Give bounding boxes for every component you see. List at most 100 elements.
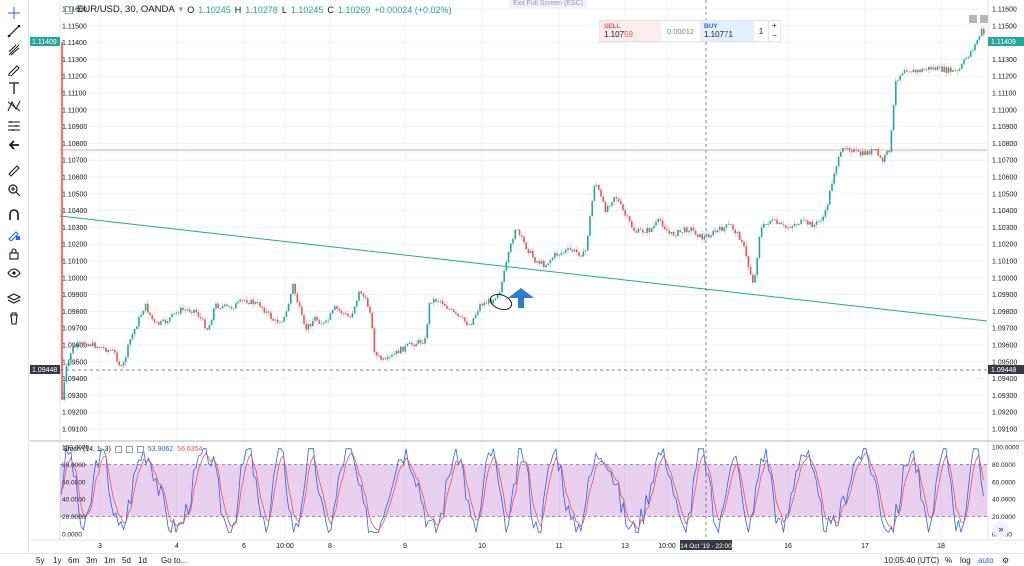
price-axis-label: 1.09500 (992, 359, 1017, 366)
candle-body (703, 235, 706, 240)
exit-fullscreen-button[interactable]: Exit Full Screen (ESC) (509, 0, 588, 9)
goto-button[interactable]: Go to... (161, 556, 188, 565)
candle-body (494, 298, 497, 301)
candle-body (813, 224, 816, 228)
range-1m[interactable]: 1m (104, 556, 116, 565)
range-1d[interactable]: 1d (138, 556, 147, 565)
current-price-tag: 1.11409 (991, 39, 1016, 46)
pitchfork-icon[interactable] (4, 41, 24, 59)
legend-collapse-icon[interactable] (65, 5, 73, 14)
quantity-input[interactable]: 1 (758, 26, 764, 36)
trendline-icon[interactable] (4, 22, 24, 40)
candle-body (235, 303, 237, 309)
candle-body (670, 232, 673, 234)
candle-body (562, 252, 565, 254)
candle-body (536, 261, 538, 263)
pattern-icon[interactable] (4, 97, 24, 115)
sell-button[interactable]: SELL 1.10759 (600, 21, 661, 41)
candle-body (87, 344, 90, 347)
candle-body (243, 300, 246, 301)
candle-body (760, 227, 763, 238)
candle-body (587, 235, 589, 251)
candle-body (884, 154, 886, 162)
trash-icon[interactable] (4, 309, 24, 327)
candle-body (780, 222, 783, 225)
lock-icon[interactable] (4, 245, 24, 263)
ellipse-drawing[interactable] (488, 292, 513, 313)
quantity-plus-button[interactable]: + (772, 21, 777, 30)
candle-body (958, 68, 961, 71)
change-value: +0.00024 (+0.02%) (374, 4, 452, 15)
candle-body (903, 70, 906, 74)
text-icon[interactable] (4, 79, 24, 97)
candle-body (208, 325, 211, 330)
candle-body (934, 67, 937, 70)
open-label: O (187, 4, 195, 15)
range-6m[interactable]: 6m (68, 556, 80, 565)
crosshair-icon[interactable] (4, 4, 24, 22)
pane-restore-button[interactable] (980, 15, 988, 23)
buy-button[interactable]: BUY 1.10771 (700, 21, 754, 41)
symbol-dropdown-icon[interactable]: ▾ (178, 4, 184, 14)
arrow-up-icon[interactable] (508, 288, 534, 308)
stoch-close-icon[interactable] (136, 446, 144, 453)
clock-readout[interactable]: 10:05:40 (UTC) (884, 556, 940, 565)
candle-body (763, 224, 765, 228)
price-axis-label: 1.09100 (992, 427, 1017, 434)
candle-body (855, 149, 857, 151)
ruler-icon[interactable] (4, 162, 24, 180)
crosshair-time-tag: 14 Oct '19 · 22:00 (680, 543, 732, 550)
price-axis-label-left: 1.11200 (62, 74, 87, 81)
candle-body (287, 303, 290, 312)
stoch-settings-icon[interactable] (125, 446, 133, 453)
time-axis-label: 6 (242, 543, 246, 550)
range-5d[interactable]: 5d (122, 556, 131, 565)
candle-body (600, 189, 602, 197)
candle-body (925, 69, 928, 71)
magnet-icon[interactable] (4, 206, 24, 224)
candle-body (83, 342, 85, 345)
candle-body (422, 343, 424, 344)
chart-area[interactable]: 1.11600 1.11600 1.11500 1.11500 1.11400 1.114… (30, 0, 1024, 553)
range-3m[interactable]: 3m (86, 556, 98, 565)
candle-body (576, 249, 578, 253)
log-toggle[interactable]: log (960, 556, 971, 565)
candle-body (771, 219, 774, 221)
candle-body (147, 303, 149, 313)
range-5y[interactable]: 5y (36, 556, 45, 565)
stoch-axis-label-left: 20.0000 (62, 514, 86, 521)
eye-icon[interactable] (4, 264, 24, 282)
stoch-title[interactable]: Stoch (14, 1, 3) (63, 446, 111, 453)
candle-body (983, 28, 985, 35)
percent-toggle[interactable]: % (945, 556, 953, 565)
price-axis-label: 1.10800 (992, 141, 1017, 148)
candle-body (721, 226, 723, 232)
price-axis-label: 1.09200 (992, 410, 1017, 417)
candle-body (754, 275, 756, 283)
stoch-visibility-icon[interactable] (114, 446, 122, 453)
auto-toggle[interactable]: auto (978, 556, 994, 565)
trend-line[interactable] (59, 215, 988, 322)
symbol-title[interactable]: EUR/USD, 30, OANDA (77, 4, 175, 15)
candle-body (932, 67, 934, 70)
zoom-icon[interactable] (4, 181, 24, 199)
quantity-minus-button[interactable]: − (772, 31, 777, 40)
back-icon[interactable] (4, 136, 24, 154)
range-1y[interactable]: 1y (53, 556, 62, 565)
gear-icon[interactable]: ⚙ (1002, 556, 1010, 565)
candle-body (945, 67, 948, 73)
lock-drawing-icon[interactable] (4, 225, 24, 243)
pane-maximize-button[interactable] (969, 15, 977, 23)
price-axis-label-left: 1.09400 (62, 376, 87, 383)
scroll-to-realtime-button[interactable]: » (993, 521, 1009, 537)
layers-icon[interactable] (4, 290, 24, 308)
brush-icon[interactable] (4, 60, 24, 78)
candle-body (595, 185, 598, 187)
candle-body (835, 166, 838, 174)
chart-canvas[interactable]: 1.11600 1.11600 1.11500 1.11500 1.11400 1.114… (30, 0, 1024, 553)
crosshair-price-tag-bg (988, 365, 1024, 374)
measure-tools-icon[interactable] (4, 117, 24, 135)
candle-body (402, 346, 404, 352)
candle-body (65, 366, 68, 382)
candle-body (782, 224, 785, 226)
